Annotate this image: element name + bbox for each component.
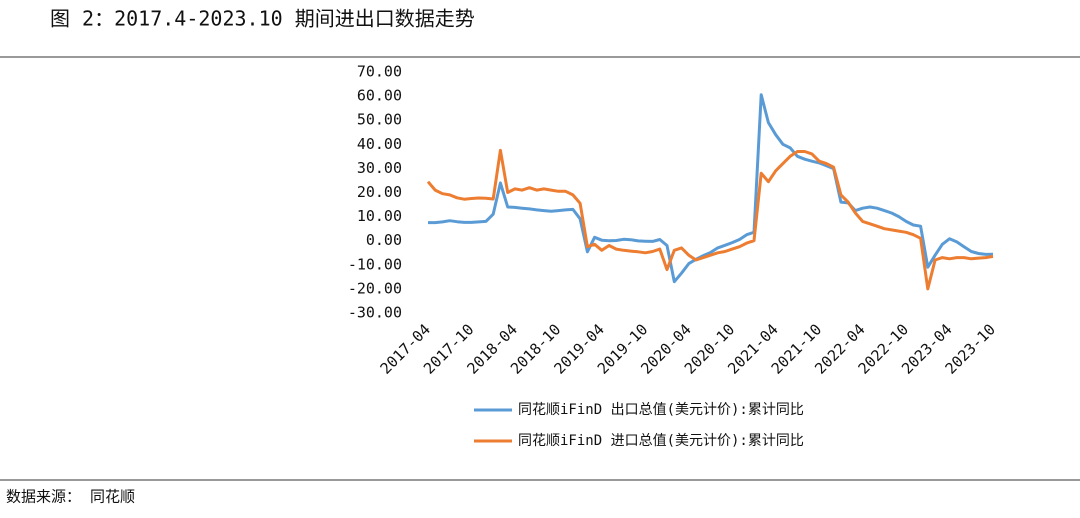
y-tick-label: -10.00 — [348, 255, 402, 273]
y-tick-label: -30.00 — [348, 304, 402, 322]
y-tick-label: 50.00 — [357, 111, 402, 129]
chart-title: 图 2：2017.4-2023.10 期间进出口数据走势 — [50, 7, 475, 31]
y-tick-label: 10.00 — [357, 207, 402, 225]
y-tick-label: 20.00 — [357, 183, 402, 201]
y-tick-label: 0.00 — [366, 231, 402, 249]
legend-label: 同花顺iFinD 出口总值(美元计价):累计同比 — [518, 402, 804, 418]
source-note: 数据来源： 同花顺 — [6, 488, 135, 506]
y-tick-label: 30.00 — [357, 159, 402, 177]
y-tick-label: -20.00 — [348, 279, 402, 297]
y-tick-label: 70.00 — [357, 63, 402, 81]
series-line — [426, 148, 994, 291]
series-line — [428, 93, 994, 284]
legend-label: 同花顺iFinD 进口总值(美元计价):累计同比 — [518, 433, 804, 449]
y-tick-label: 60.00 — [357, 87, 402, 105]
y-tick-label: 40.00 — [357, 135, 402, 153]
